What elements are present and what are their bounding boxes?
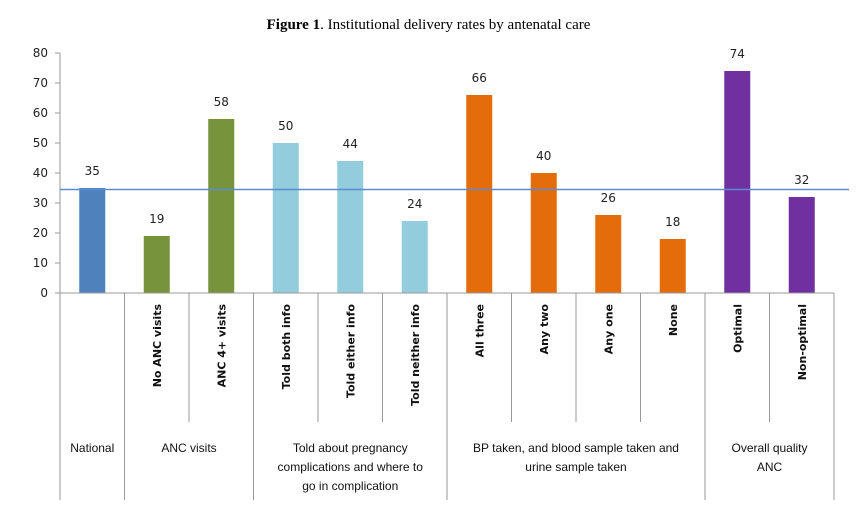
category-label: Told both info — [280, 304, 293, 390]
bar — [79, 188, 106, 293]
data-label: 35 — [85, 164, 100, 178]
category-label: Told either info — [344, 304, 357, 398]
y-tick-label: 30 — [33, 196, 48, 210]
bar — [788, 197, 815, 293]
bar — [659, 239, 686, 293]
y-tick-label: 40 — [33, 166, 48, 180]
group-label: Told about pregnancy — [293, 441, 408, 455]
bar — [401, 221, 428, 293]
group-label: ANC visits — [161, 441, 216, 455]
bar — [337, 161, 364, 293]
category-label: No ANC visits — [151, 304, 164, 388]
group-label: BP taken, and blood sample taken and — [473, 441, 679, 455]
category-label: Optimal — [731, 304, 744, 353]
y-tick-label: 60 — [33, 106, 48, 120]
category-label: None — [667, 304, 680, 336]
bar — [208, 119, 235, 293]
data-label: 66 — [472, 71, 487, 85]
data-label: 50 — [278, 119, 293, 133]
data-label: 44 — [343, 137, 358, 151]
group-label: Overall quality — [731, 441, 807, 455]
y-tick-label: 20 — [33, 226, 48, 240]
data-label: 19 — [149, 212, 164, 226]
data-label: 58 — [214, 95, 229, 109]
data-label: 40 — [536, 149, 551, 163]
group-label: ANC — [757, 460, 783, 474]
bar — [595, 215, 622, 293]
y-tick-label: 0 — [40, 286, 48, 300]
data-label: 32 — [794, 173, 809, 187]
y-tick-label: 70 — [33, 76, 48, 90]
data-label: 26 — [601, 191, 616, 205]
bar — [466, 95, 493, 293]
chart-title: Figure 1. Institutional delivery rates b… — [0, 17, 857, 34]
group-label: National — [70, 441, 114, 455]
y-tick-label: 50 — [33, 136, 48, 150]
data-label: 18 — [665, 215, 680, 229]
category-label: Any one — [602, 304, 615, 354]
bar — [530, 173, 557, 293]
y-tick-label: 10 — [33, 256, 48, 270]
figure-number: Figure 1 — [266, 17, 321, 33]
bar — [272, 143, 299, 293]
category-label: ANC 4+ visits — [215, 304, 228, 388]
bar — [143, 236, 170, 293]
bar — [724, 71, 751, 293]
figure-caption: . Institutional delivery rates by antena… — [320, 17, 591, 33]
category-label: Told neither info — [409, 304, 422, 406]
group-label: complications and where to — [278, 460, 424, 474]
y-tick-label: 80 — [33, 46, 48, 60]
group-label: go in complication — [302, 479, 398, 493]
data-label: 24 — [407, 197, 422, 211]
data-label: 74 — [730, 47, 745, 61]
group-label: urine sample taken — [525, 460, 626, 474]
category-label: All three — [473, 304, 486, 357]
category-label: Any two — [538, 304, 551, 355]
category-label: Non-optimal — [796, 304, 809, 380]
